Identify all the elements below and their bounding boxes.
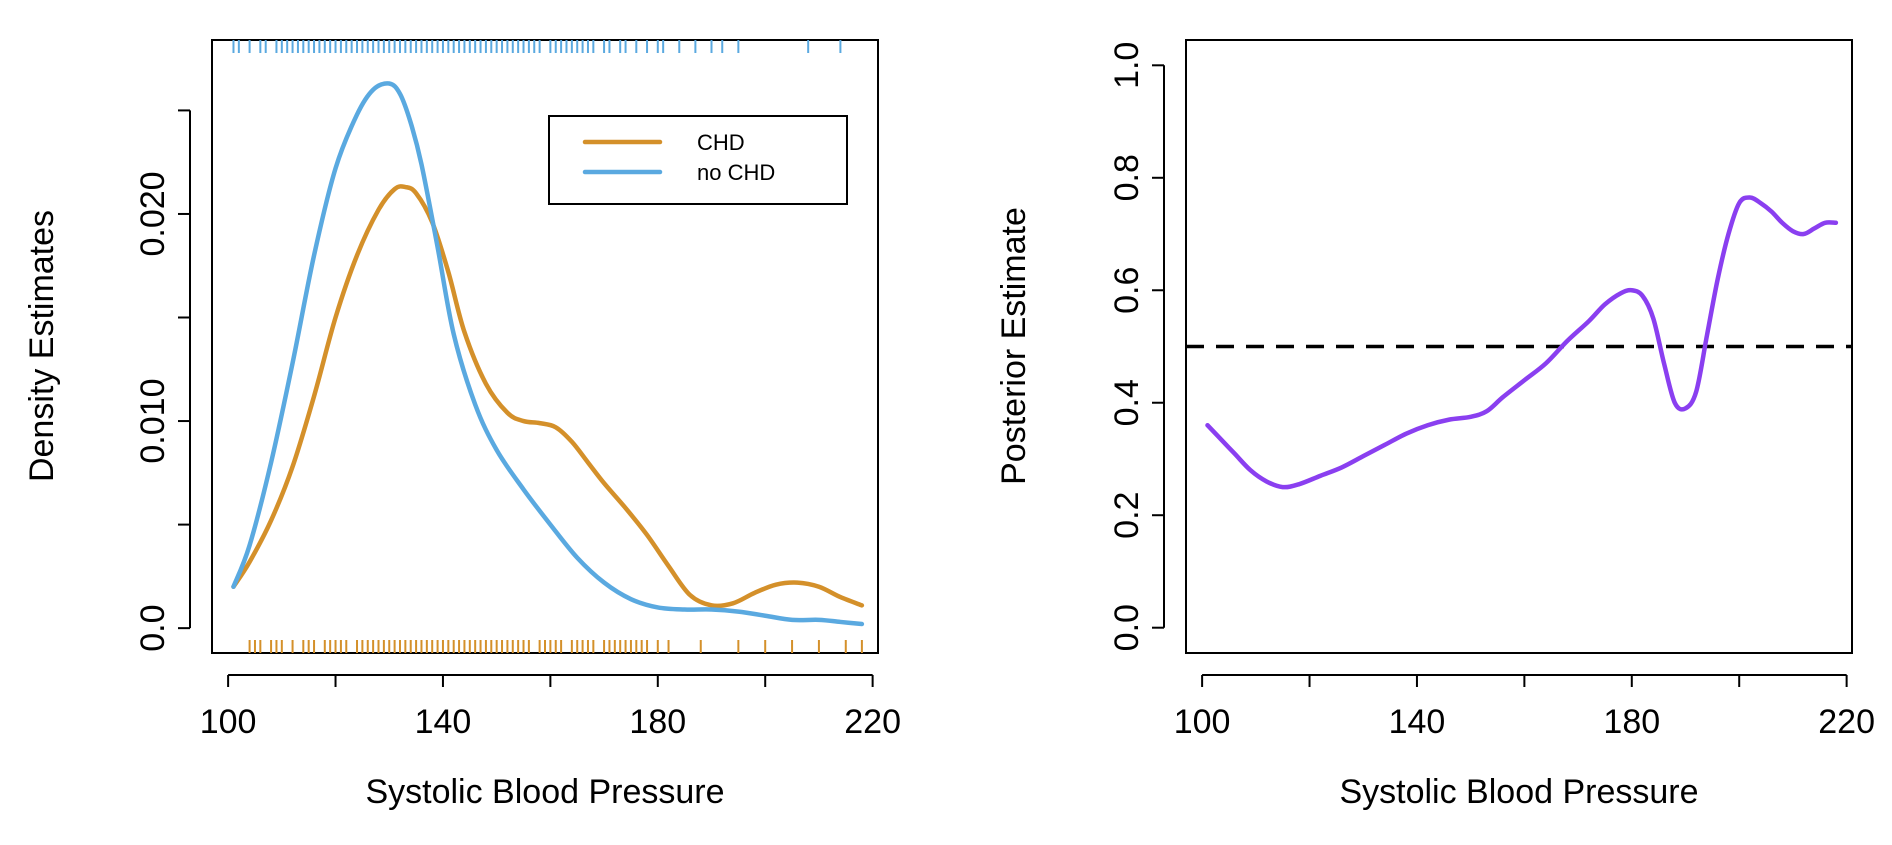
legend-label-chd: CHD (697, 130, 745, 155)
posterior-x-tick-label: 100 (1174, 703, 1231, 741)
posterior-y-tick-label: 0.2 (1108, 492, 1146, 539)
density-rugs (232, 40, 863, 653)
posterior-curves (1205, 195, 1839, 490)
no-chd-curve (231, 81, 865, 627)
density-x-tick-label: 100 (200, 703, 257, 741)
density-y-tick-label: 0.010 (134, 379, 172, 464)
posterior-x-tick-label: 140 (1389, 703, 1446, 741)
legend-label-no-chd: no CHD (697, 160, 775, 185)
chd-curve (231, 184, 865, 609)
posterior-y-axis: 0.0 0.2 0.4 0.6 0.8 1.0 (1108, 42, 1165, 651)
legend: CHD no CHD (548, 115, 848, 205)
posterior-x-axis: 100 140 180 220 (1174, 674, 1875, 741)
posterior-panel: 100 140 180 220 0.0 0.2 0.4 0.6 0.8 1.0 Systolic… (995, 39, 1875, 811)
posterior-y-axis-title: Posterior Estimate (995, 207, 1033, 485)
posterior-x-axis-title: Systolic Blood Pressure (1339, 773, 1698, 811)
density-y-tick-label: 0.020 (134, 171, 172, 256)
density-y-axis: 0.0 0.010 0.020 (134, 109, 191, 652)
posterior-x-tick-label: 180 (1603, 703, 1660, 741)
posterior-curve (1205, 195, 1839, 490)
legend-box (548, 115, 848, 205)
density-x-axis-title: Systolic Blood Pressure (365, 773, 724, 811)
posterior-y-tick-label: 0.0 (1108, 604, 1146, 651)
density-y-tick-label: 0.0 (134, 605, 172, 652)
posterior-y-tick-label: 1.0 (1108, 42, 1146, 89)
density-x-tick-label: 180 (629, 703, 686, 741)
density-x-tick-label: 220 (844, 703, 901, 741)
density-y-axis-title: Density Estimates (23, 210, 61, 482)
posterior-y-tick-label: 0.4 (1108, 379, 1146, 426)
density-x-tick-label: 140 (415, 703, 472, 741)
density-x-axis: 100 140 180 220 (200, 674, 901, 741)
posterior-x-tick-label: 220 (1818, 703, 1875, 741)
density-panel: 100 140 180 220 0.0 0.010 0.020 Systolic Bloo… (23, 39, 901, 811)
posterior-y-tick-label: 0.8 (1108, 154, 1146, 201)
posterior-y-tick-label: 0.6 (1108, 267, 1146, 314)
density-curves (231, 81, 865, 627)
